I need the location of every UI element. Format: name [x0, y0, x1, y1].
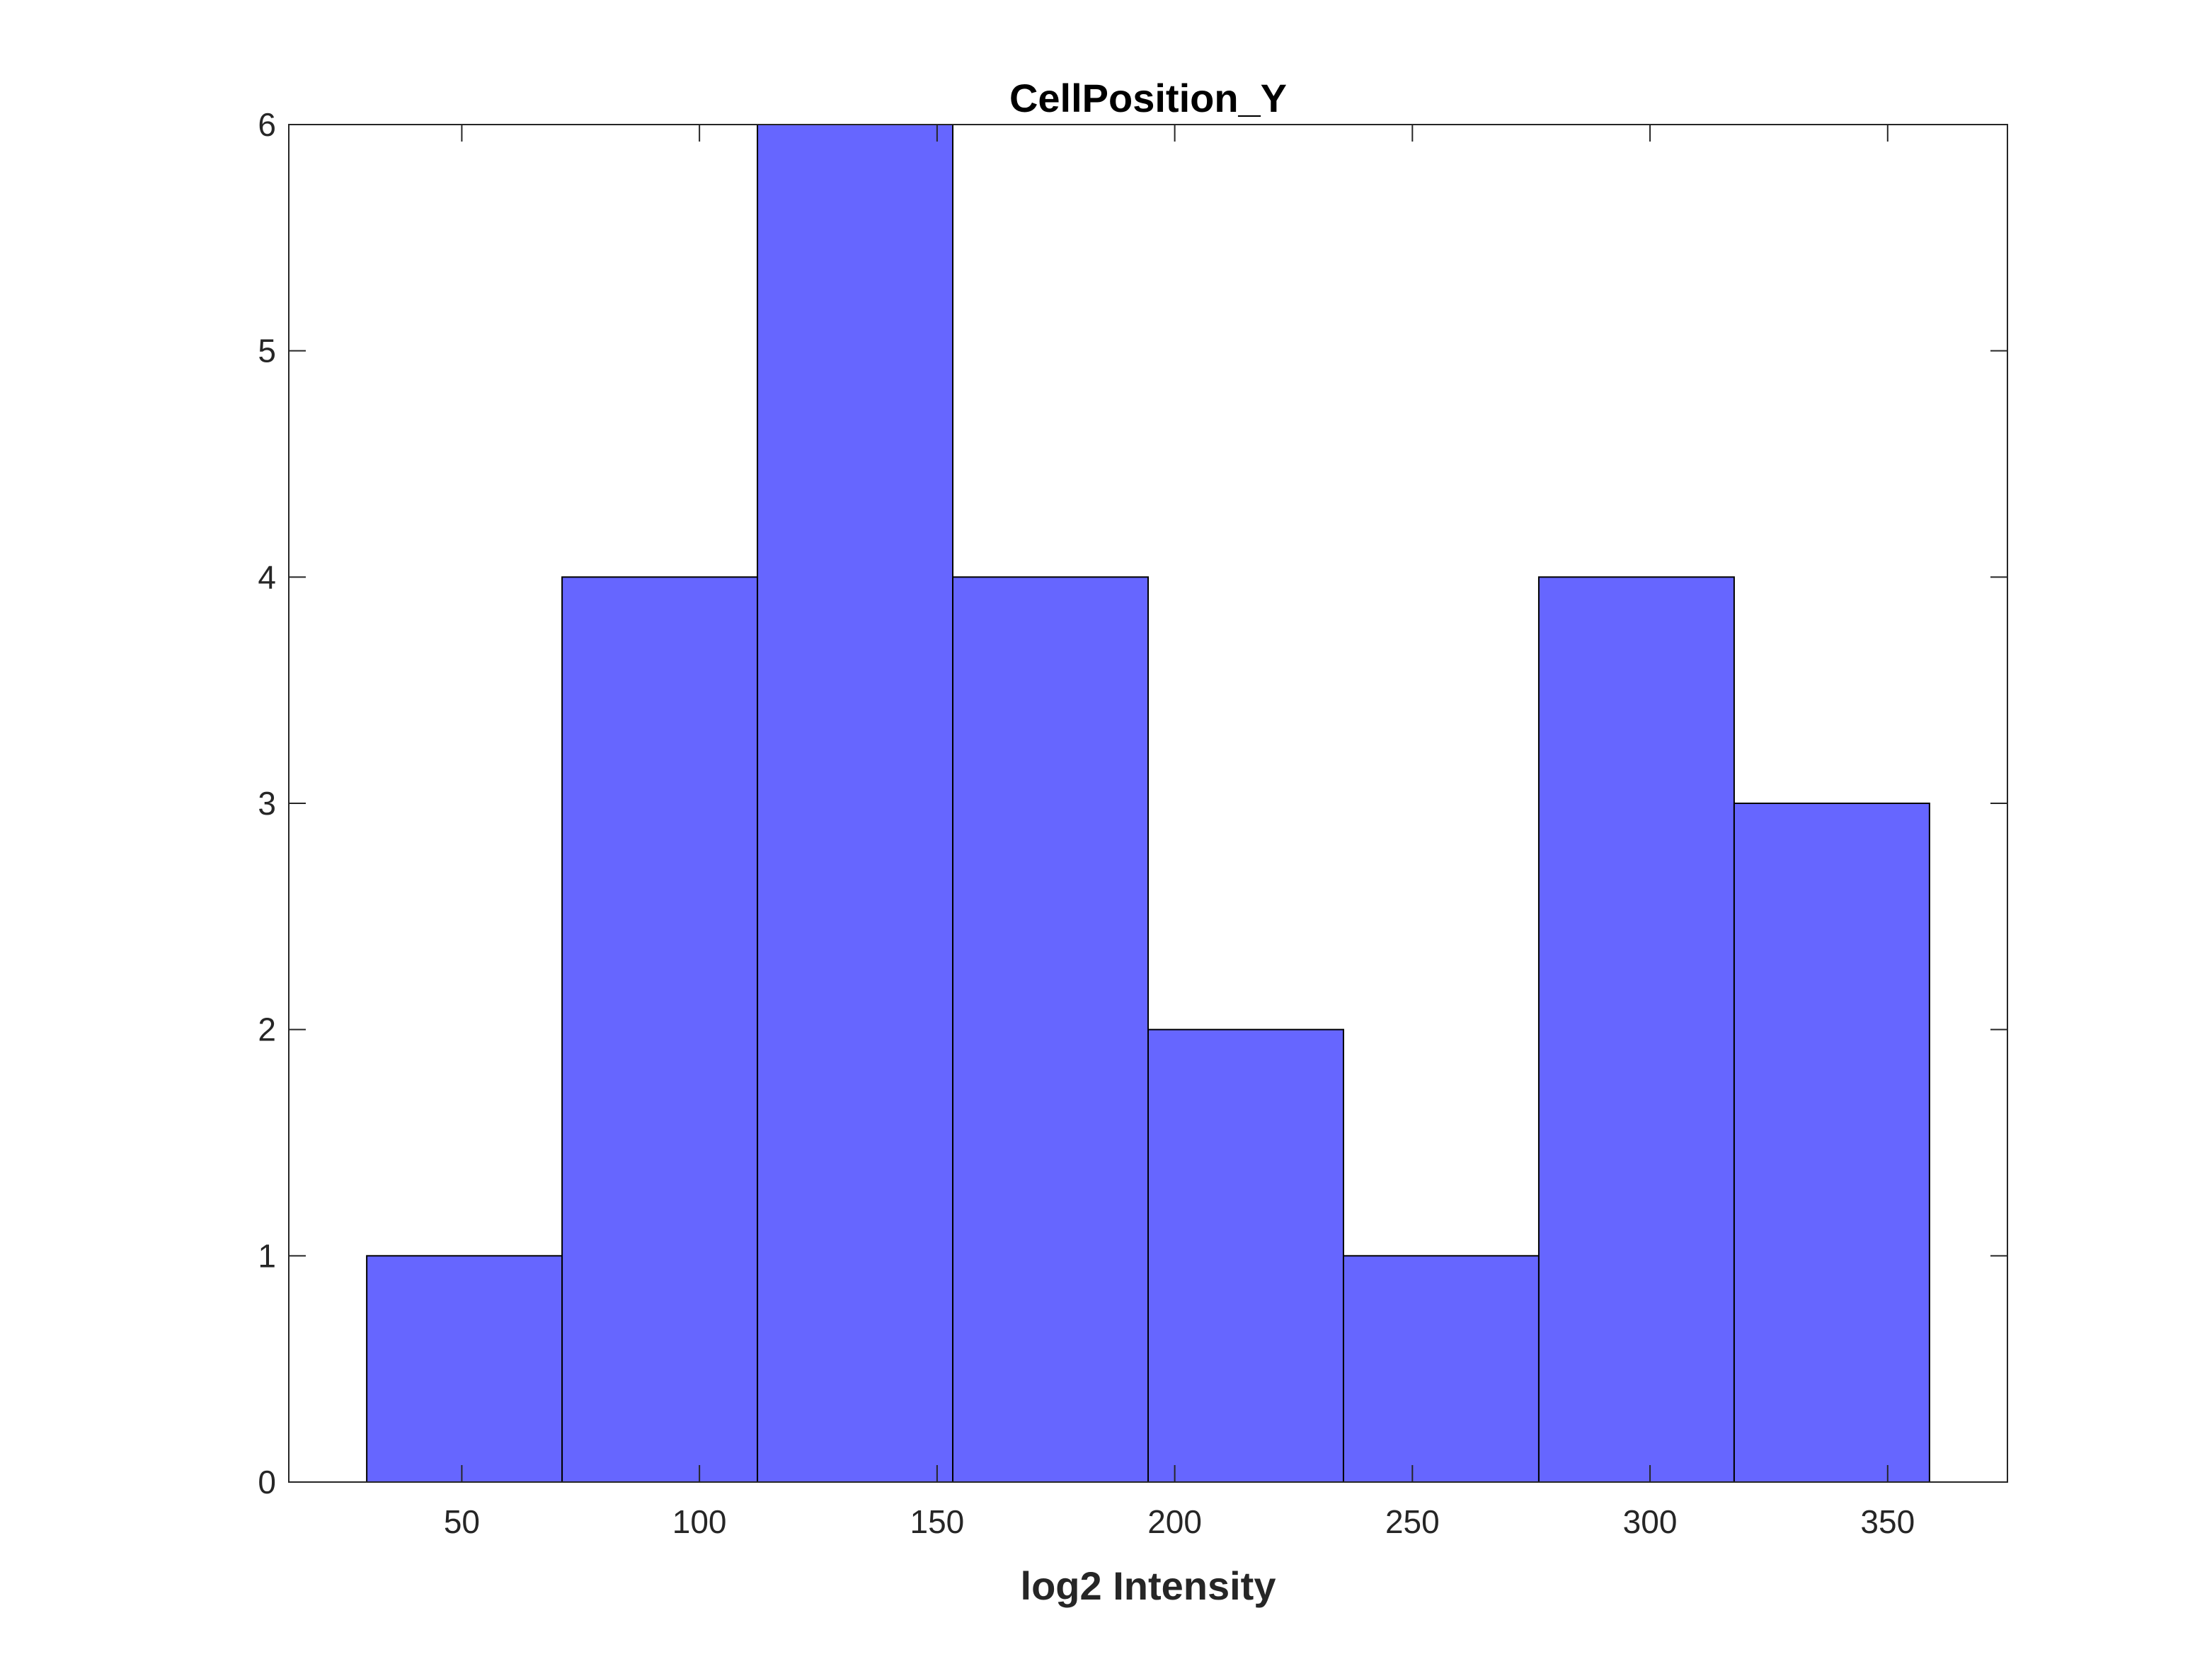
histogram-bar-8 — [1733, 803, 1930, 1483]
histogram-bar-2 — [561, 576, 759, 1483]
y-tick-label: 6 — [258, 106, 276, 143]
y-tick-label: 1 — [258, 1237, 276, 1274]
y-tick-label: 4 — [258, 558, 276, 595]
x-tick-label: 350 — [1860, 1503, 1915, 1540]
x-axis-label: log2 Intensity — [1021, 1563, 1276, 1608]
x-tick-label: 150 — [910, 1503, 964, 1540]
x-tick-label: 100 — [672, 1503, 727, 1540]
histogram-bar-5 — [1147, 1028, 1344, 1483]
histogram-bar-4 — [952, 576, 1150, 1483]
x-tick-label: 200 — [1147, 1503, 1202, 1540]
histogram-bar-1 — [366, 1255, 563, 1483]
y-tick-label: 5 — [258, 333, 276, 369]
y-tick-label: 2 — [258, 1011, 276, 1048]
x-tick-label: 250 — [1385, 1503, 1440, 1540]
x-tick-label: 50 — [444, 1503, 480, 1540]
y-tick-label: 0 — [258, 1464, 276, 1500]
histogram-bar-7 — [1537, 576, 1735, 1483]
histogram-bar-3 — [757, 124, 954, 1483]
axis-ticks: 50 100 150 200 250 300 350 0 1 2 3 4 5 6 — [258, 106, 2007, 1540]
x-tick-label: 300 — [1623, 1503, 1678, 1540]
histogram-bar-6 — [1342, 1255, 1540, 1483]
histogram-bars — [366, 124, 1930, 1483]
chart-title: CellPosition_Y — [1009, 76, 1287, 120]
y-tick-label: 3 — [258, 785, 276, 822]
